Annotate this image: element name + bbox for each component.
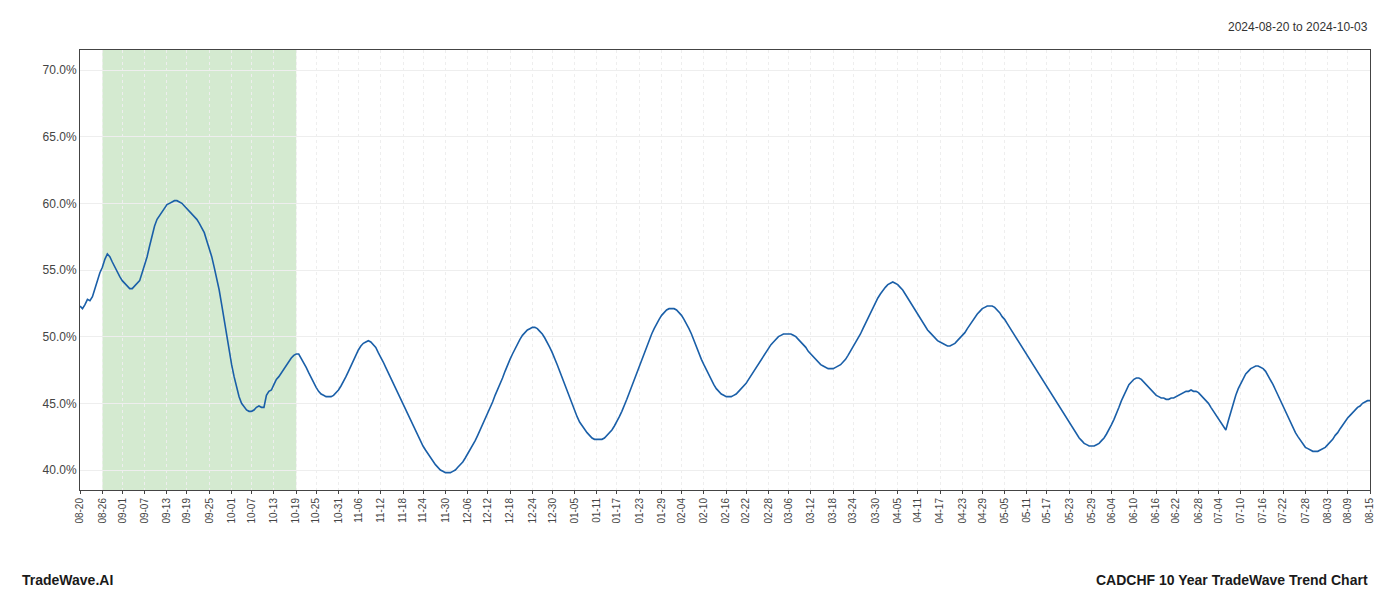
svg-text:10-25: 10-25 [310, 498, 321, 524]
svg-text:03-12: 03-12 [805, 498, 816, 524]
svg-text:02-10: 02-10 [698, 498, 709, 524]
svg-text:05-11: 05-11 [1021, 498, 1032, 523]
svg-text:12-24: 12-24 [527, 498, 538, 524]
svg-text:10-31: 10-31 [333, 498, 344, 524]
svg-text:07-10: 07-10 [1235, 498, 1246, 524]
svg-text:02-04: 02-04 [676, 498, 687, 524]
svg-text:50.0%: 50.0% [43, 330, 77, 344]
svg-text:65.0%: 65.0% [43, 130, 77, 144]
svg-text:09-07: 09-07 [139, 498, 150, 524]
svg-text:2024-08-20 to 2024-10-03: 2024-08-20 to 2024-10-03 [1228, 20, 1368, 34]
svg-text:09-01: 09-01 [117, 498, 128, 524]
svg-text:03-18: 03-18 [827, 498, 838, 524]
svg-text:06-28: 06-28 [1193, 498, 1204, 524]
svg-text:60.0%: 60.0% [43, 197, 77, 211]
svg-text:07-16: 07-16 [1257, 498, 1268, 524]
svg-text:02-16: 02-16 [720, 498, 731, 524]
svg-text:04-17: 04-17 [934, 498, 945, 524]
svg-text:70.0%: 70.0% [43, 63, 77, 77]
svg-text:11-12: 11-12 [375, 498, 386, 523]
svg-text:05-05: 05-05 [999, 498, 1010, 524]
svg-text:12-06: 12-06 [462, 498, 473, 524]
svg-text:09-13: 09-13 [161, 498, 172, 524]
svg-text:06-04: 06-04 [1106, 498, 1117, 524]
svg-text:08-15: 08-15 [1364, 498, 1375, 524]
svg-text:03-24: 03-24 [847, 498, 858, 524]
svg-text:08-03: 08-03 [1322, 498, 1333, 524]
svg-text:CADCHF 10 Year TradeWave Trend: CADCHF 10 Year TradeWave Trend Chart [1096, 572, 1368, 588]
svg-text:12-18: 12-18 [504, 498, 515, 524]
svg-text:04-23: 04-23 [957, 498, 968, 524]
svg-text:10-01: 10-01 [226, 498, 237, 524]
svg-text:01-29: 01-29 [656, 498, 667, 524]
svg-text:55.0%: 55.0% [43, 263, 77, 277]
svg-text:10-19: 10-19 [290, 498, 301, 524]
svg-text:11-06: 11-06 [353, 498, 364, 523]
svg-text:10-07: 10-07 [246, 498, 257, 524]
svg-text:03-30: 03-30 [870, 498, 881, 524]
svg-text:12-12: 12-12 [482, 498, 493, 524]
svg-text:04-29: 04-29 [977, 498, 988, 524]
svg-text:06-16: 06-16 [1150, 498, 1161, 524]
svg-text:05-17: 05-17 [1041, 498, 1052, 524]
svg-text:02-28: 02-28 [763, 498, 774, 524]
svg-text:07-22: 07-22 [1277, 498, 1288, 524]
svg-text:08-09: 08-09 [1342, 498, 1353, 524]
svg-text:02-22: 02-22 [740, 498, 751, 524]
svg-text:TradeWave.AI: TradeWave.AI [22, 572, 113, 588]
svg-text:10-13: 10-13 [268, 498, 279, 524]
svg-text:09-25: 09-25 [204, 498, 215, 524]
svg-text:05-23: 05-23 [1064, 498, 1075, 524]
svg-text:01-05: 01-05 [569, 498, 580, 524]
svg-text:01-17: 01-17 [611, 498, 622, 524]
svg-text:07-28: 07-28 [1300, 498, 1311, 524]
svg-text:06-22: 06-22 [1170, 498, 1181, 524]
svg-text:09-19: 09-19 [181, 498, 192, 524]
svg-text:01-11: 01-11 [591, 498, 602, 523]
svg-text:40.0%: 40.0% [43, 463, 77, 477]
svg-text:11-30: 11-30 [440, 498, 451, 523]
svg-text:01-23: 01-23 [634, 498, 645, 524]
svg-text:12-30: 12-30 [547, 498, 558, 524]
svg-text:45.0%: 45.0% [43, 397, 77, 411]
svg-text:04-05: 04-05 [892, 498, 903, 524]
svg-text:03-06: 03-06 [783, 498, 794, 524]
svg-text:11-24: 11-24 [417, 498, 428, 523]
svg-text:05-29: 05-29 [1086, 498, 1097, 524]
svg-text:11-18: 11-18 [397, 498, 408, 523]
svg-text:06-10: 06-10 [1128, 498, 1139, 524]
svg-text:08-26: 08-26 [97, 498, 108, 524]
svg-text:07-04: 07-04 [1213, 498, 1224, 524]
svg-text:04-11: 04-11 [912, 498, 923, 523]
svg-text:08-20: 08-20 [74, 498, 85, 524]
